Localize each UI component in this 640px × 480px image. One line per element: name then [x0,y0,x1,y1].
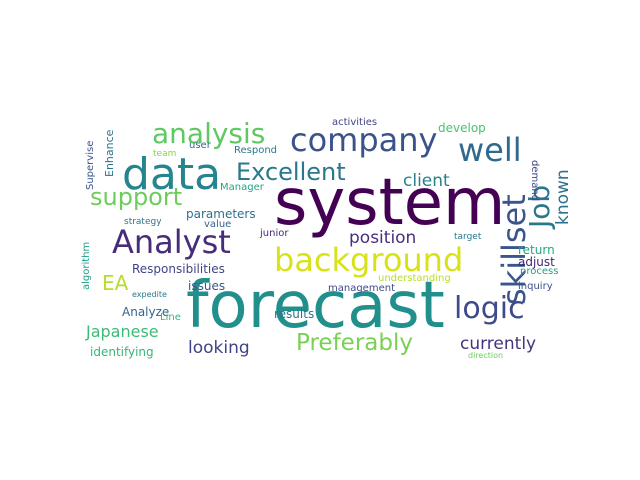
word-expedite: expedite [132,290,167,299]
word-identifying: identifying [90,345,154,359]
word-enhance: Enhance [103,129,116,177]
word-cloud: system forecast data company background … [80,110,580,360]
word-direction: direction [468,351,504,360]
word-data: data [122,149,222,200]
word-client: client [403,171,450,191]
word-currently: currently [460,334,537,354]
word-process: process [520,266,559,277]
word-known: known [553,169,573,225]
word-responsibilities: Responsibilities [132,262,225,276]
word-analyze: Analyze [122,305,170,319]
word-target: target [454,232,482,242]
word-team: team [153,149,177,159]
word-logic: logic [454,291,525,326]
word-japanese: Japanese [86,322,159,341]
word-issues: issues [188,279,226,293]
word-system: system [274,166,506,240]
word-understanding: understanding [378,273,451,284]
word-respond: Respond [234,145,278,156]
word-supervise: Supervise [85,140,96,190]
word-value: value [204,219,232,230]
word-ea: EA [102,271,129,295]
word-strategy: strategy [124,217,162,227]
word-management: management [328,283,395,294]
word-activities: activities [332,117,378,128]
word-manager: Manager [220,182,264,193]
word-position: position [349,228,417,248]
word-develop: develop [438,121,486,135]
word-adjust: adjust [518,255,555,269]
word-support: support [90,183,183,211]
word-looking: looking [188,338,250,358]
word-well: well [458,131,522,169]
word-junior: junior [260,228,289,239]
word-results: results [274,307,315,321]
word-analyst: Analyst [112,223,231,261]
word-algorithm: algorithm [81,241,92,290]
word-company: company [290,121,438,159]
word-preferably: Preferably [296,330,413,356]
word-return: return [518,243,555,257]
word-demand: demand [529,160,540,202]
word-analysis: analysis [152,117,266,150]
word-line: Line [160,312,181,323]
word-parameters: parameters [186,207,256,221]
word-user: user [189,140,211,151]
word-inquiry: inquiry [518,281,553,292]
word-excellent: Excellent [236,158,346,186]
word-forecast: forecast [186,269,445,343]
word-background: background [274,241,464,279]
